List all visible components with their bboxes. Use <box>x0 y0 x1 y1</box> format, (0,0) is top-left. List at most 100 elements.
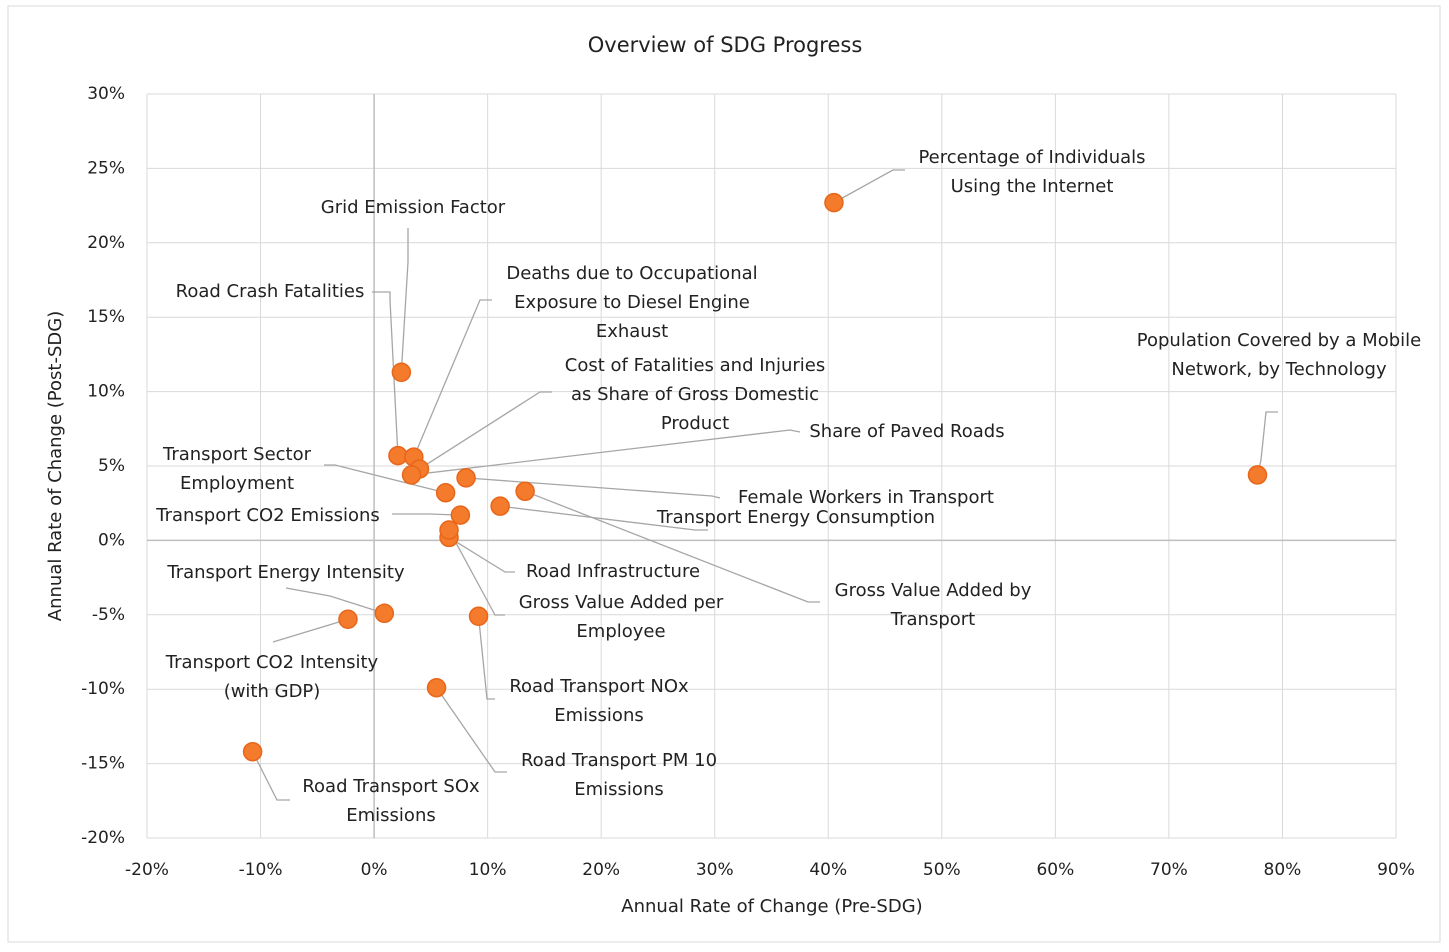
label-line: Employee <box>576 621 665 642</box>
leader-line <box>252 751 290 801</box>
y-tick-label: -10% <box>81 679 125 699</box>
point-label: Transport CO2 Intensity (with GDP) <box>165 652 379 702</box>
y-tick-label: 10% <box>87 382 125 402</box>
x-tick-label: 60% <box>1036 860 1074 880</box>
point-label: Deaths due to Occupational Exposure to Di… <box>506 263 757 342</box>
leader-line <box>466 477 721 499</box>
leader-line <box>413 299 492 458</box>
leader-line <box>436 687 507 773</box>
label-line: Exhaust <box>596 321 668 342</box>
leader-line <box>392 513 461 516</box>
point-label: Transport Energy Consumption <box>656 507 935 528</box>
label-line: Transport <box>890 609 975 630</box>
x-tick-label: 40% <box>809 860 847 880</box>
x-tick-label: -20% <box>125 860 169 880</box>
leader-line <box>285 587 385 614</box>
x-tick-label: 70% <box>1150 860 1188 880</box>
label-line: Grid Emission Factor <box>321 197 506 218</box>
y-tick-label: 0% <box>98 530 125 550</box>
label-line: (with GDP) <box>224 681 321 702</box>
point <box>435 483 456 503</box>
x-tick-label: 90% <box>1377 860 1415 880</box>
y-tick-label: 5% <box>98 456 125 476</box>
point-label: Transport Energy Intensity <box>166 562 405 583</box>
label-line: Emissions <box>346 805 435 826</box>
label-line: Emissions <box>574 779 663 800</box>
point <box>456 468 476 488</box>
point-label: Transport CO2 Emissions <box>155 505 380 526</box>
leader-line <box>400 228 409 373</box>
leader-line <box>500 505 708 531</box>
label-line: Female Workers in Transport <box>738 487 994 508</box>
point <box>426 677 447 698</box>
point <box>338 609 358 630</box>
leader-line <box>477 616 495 700</box>
label-line: Transport Sector <box>162 444 312 465</box>
x-tick-label: 50% <box>923 860 961 880</box>
x-tick-label: 10% <box>469 860 507 880</box>
point <box>391 362 412 383</box>
x-tick-label: 80% <box>1264 860 1302 880</box>
point <box>515 481 535 502</box>
label-line: Population Covered by a Mobile <box>1137 330 1421 351</box>
point-label: Female Workers in Transport <box>738 487 994 508</box>
label-line: Gross Value Added by <box>835 580 1032 601</box>
y-tick-label: 25% <box>87 158 125 178</box>
point <box>450 505 471 525</box>
point-label: Grid Emission Factor <box>321 197 506 218</box>
label-line: Transport CO2 Emissions <box>155 505 380 526</box>
point-label: Transport Sector Employment <box>162 444 312 494</box>
point <box>468 606 489 627</box>
y-tick-label: -15% <box>81 754 125 774</box>
label-line: Exposure to Diesel Engine <box>514 292 750 313</box>
label-line: Road Infrastructure <box>526 561 700 582</box>
label-line: Transport CO2 Intensity <box>165 652 379 673</box>
x-tick-label: 30% <box>696 860 734 880</box>
y-tick-label: 30% <box>87 84 125 104</box>
label-line: Employment <box>180 473 294 494</box>
point-label: Road Transport NOx Emissions <box>509 676 689 726</box>
label-line: as Share of Gross Domestic <box>571 384 819 405</box>
leader-line <box>411 429 801 476</box>
label-line: Gross Value Added per <box>519 592 724 613</box>
x-tick-label: 0% <box>361 860 388 880</box>
label-line: Transport Energy Intensity <box>166 562 405 583</box>
label-line: Road Transport NOx <box>509 676 689 697</box>
point-label: Share of Paved Roads <box>809 421 1004 442</box>
point <box>401 465 422 485</box>
y-axis-title: Annual Rate of Change (Post-SDG) <box>45 311 66 621</box>
leader-line <box>833 169 905 204</box>
label-line: Emissions <box>554 705 643 726</box>
point <box>439 520 459 540</box>
point-label: Road Crash Fatalities <box>176 281 365 302</box>
label-line: Cost of Fatalities and Injuries <box>565 355 825 376</box>
leader-line <box>448 536 515 573</box>
x-tick-label: 20% <box>582 860 620 880</box>
point <box>1247 465 1268 485</box>
label-line: Road Transport SOx <box>302 776 480 797</box>
leader-line <box>272 618 349 643</box>
chart-border <box>7 5 1441 943</box>
leader-line <box>419 391 552 470</box>
label-line: Deaths due to Occupational <box>506 263 757 284</box>
x-axis-title: Annual Rate of Change (Pre-SDG) <box>621 896 922 917</box>
label-line: Network, by Technology <box>1171 359 1387 380</box>
y-tick-label: 20% <box>87 233 125 253</box>
label-line: Percentage of Individuals <box>918 147 1145 168</box>
point-label: Road Infrastructure <box>526 561 700 582</box>
point <box>490 496 510 516</box>
point-label: Percentage of Individuals Using the Inter… <box>918 147 1145 197</box>
leader-line <box>448 529 505 616</box>
point <box>242 741 263 762</box>
y-tick-label: 15% <box>87 307 125 327</box>
point-label: Cost of Fatalities and Injuries as Share … <box>565 355 825 434</box>
chart-title: Overview of SDG Progress <box>588 33 863 57</box>
label-line: Share of Paved Roads <box>809 421 1004 442</box>
label-line: Road Crash Fatalities <box>176 281 365 302</box>
y-tick-label: -5% <box>92 605 125 625</box>
label-line: Transport Energy Consumption <box>656 507 935 528</box>
point-label: Gross Value Added per Employee <box>519 592 724 642</box>
label-line: Product <box>661 413 729 434</box>
point-label: Road Transport PM 10 Emissions <box>521 750 717 800</box>
